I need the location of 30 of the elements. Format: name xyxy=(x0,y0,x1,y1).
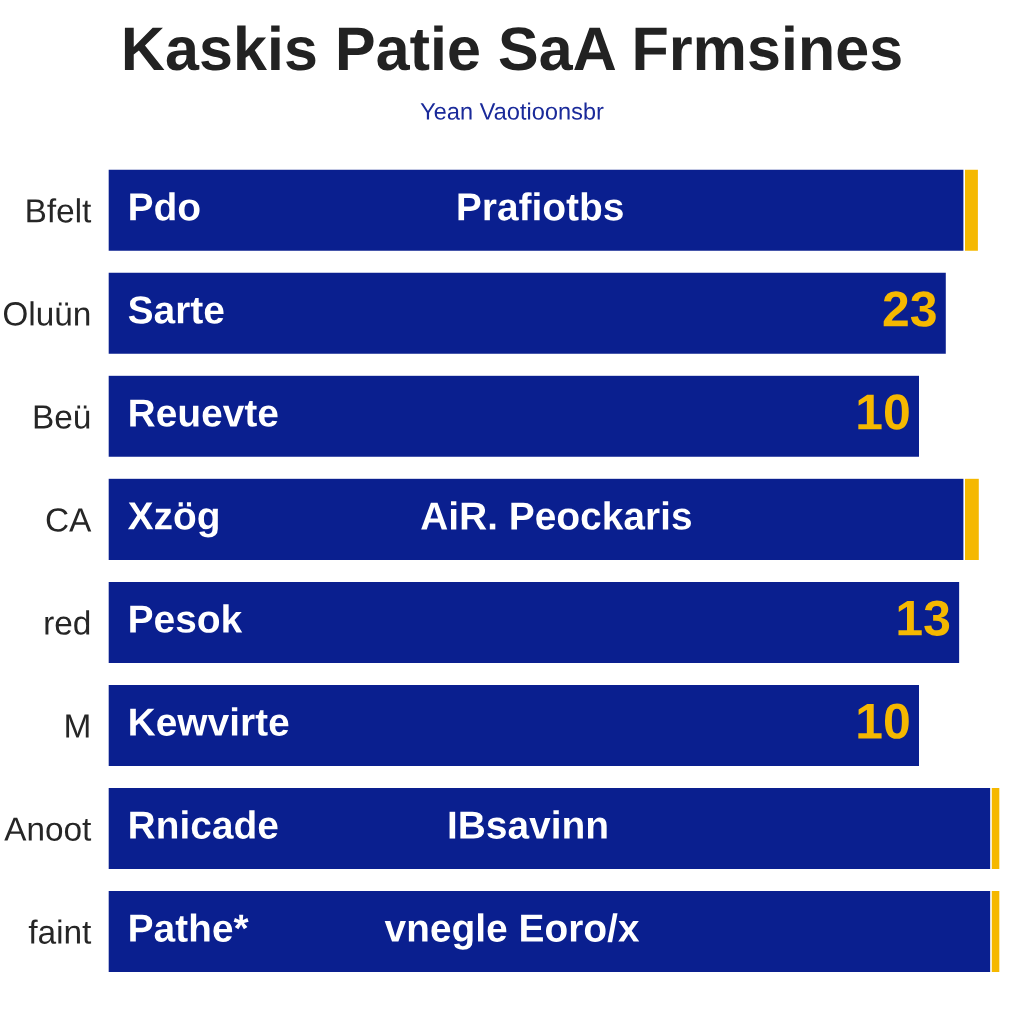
bar xyxy=(108,374,921,459)
annotation: Pathe* xyxy=(130,913,249,942)
annotation: 23 xyxy=(883,291,936,327)
y-tick-label: Bfelt xyxy=(27,198,92,223)
annotation: Xzög xyxy=(127,502,218,538)
annotation: Reuevte xyxy=(130,399,278,427)
annotation: Sarte xyxy=(128,296,224,324)
annotation: Rnicade xyxy=(130,810,278,839)
bar xyxy=(108,271,948,356)
annotation: Pesok xyxy=(130,604,243,633)
annotation: Kewvirte xyxy=(130,707,289,736)
y-tick-label: CA xyxy=(46,508,92,532)
y-tick-label: Oluün xyxy=(3,301,90,326)
y-tick-label: Beü xyxy=(34,405,90,429)
annotation: vnegle Eoro/x xyxy=(384,913,640,950)
y-tick-label: faint xyxy=(28,919,92,944)
annotation: 10 xyxy=(858,703,909,739)
y-tick-label: M xyxy=(66,714,89,738)
chart-subtitle: Yean Vaotioonsbr xyxy=(420,102,604,120)
annotation: 10 xyxy=(858,394,909,430)
bar xyxy=(108,683,921,768)
y-tick-label: Anoot xyxy=(4,817,92,841)
annotation: 13 xyxy=(898,600,950,636)
y-tick-label: red xyxy=(45,610,90,635)
annotation: Prafiotbs xyxy=(458,192,623,221)
annotation: IBsavinn xyxy=(449,810,607,839)
chart-title: Kaskis Patie SaA Frmsines xyxy=(124,25,901,71)
annotation: AiR. Peockaris xyxy=(421,501,691,530)
bar xyxy=(108,580,961,665)
annotation: Pdo xyxy=(130,192,200,221)
